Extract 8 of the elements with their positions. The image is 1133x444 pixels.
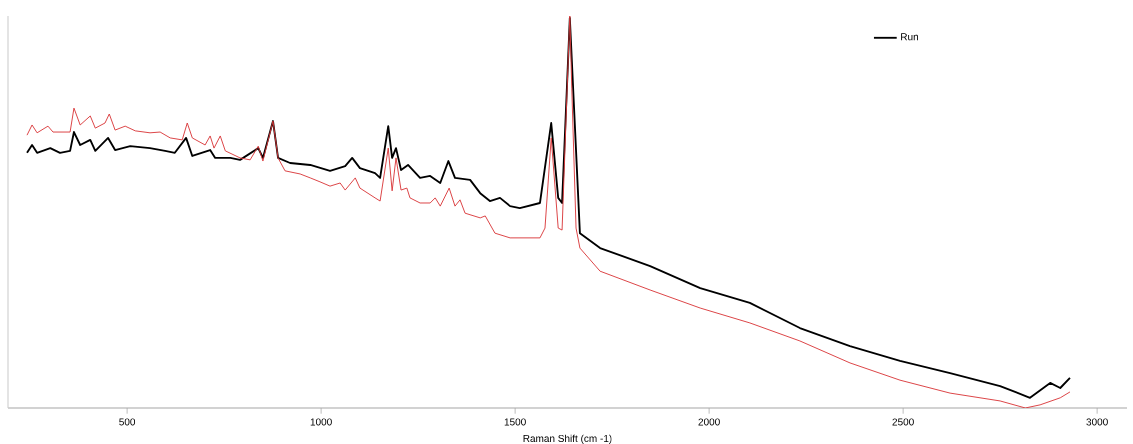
x-tick-label: 3000 <box>1086 418 1108 426</box>
legend-label: Run <box>901 33 919 41</box>
x-tick-label: 500 <box>119 418 136 426</box>
x-tick-label: 1500 <box>504 418 526 426</box>
x-tick-label: 2000 <box>698 418 720 426</box>
x-tick-label: 1000 <box>310 418 332 426</box>
x-tick-label: 2500 <box>892 418 914 426</box>
x-axis-title: Raman Shift (cm -1) <box>523 434 612 444</box>
